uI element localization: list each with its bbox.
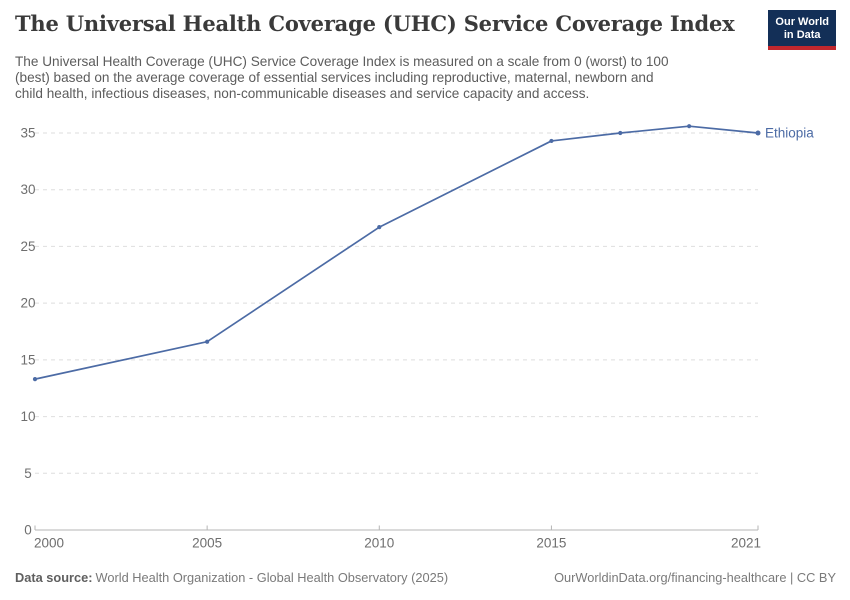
y-axis-tick-label: 35 [20,126,35,141]
chart-subtitle: The Universal Health Coverage (UHC) Serv… [15,54,669,103]
x-axis-tick-label: 2021 [731,536,761,551]
data-point-2017[interactable] [618,130,623,136]
series-line-ethiopia[interactable] [34,125,759,380]
data-point-2010[interactable] [377,225,382,230]
data-point-2019[interactable] [687,124,692,129]
data-point-2021[interactable] [755,130,761,136]
x-axis-tick-label: 2000 [34,536,64,551]
y-axis-tick-label: 10 [20,409,35,424]
owid-logo[interactable]: Our World in Data [768,10,836,50]
subtitle-line: (best) based on the average coverage of … [15,70,654,86]
owid-logo-line2: in Data [783,28,821,41]
x-axis-tick-label: 2010 [364,536,394,551]
x-axis-tick-label: 2015 [536,536,566,551]
data-source-text: World Health Organization - Global Healt… [95,570,449,585]
data-source-label: Data source: [15,570,93,585]
data-source-note: Data source: World Health Organization - … [15,570,448,585]
y-axis-tick-label: 25 [20,239,35,254]
data-point-2015[interactable] [549,138,554,144]
y-axis-tick-label: 0 [24,523,32,538]
y-axis-tick-label: 20 [20,296,35,311]
owid-logo-line1: Our World [775,16,829,28]
y-axis-tick-label: 30 [20,182,35,197]
y-axis-tick-label: 5 [24,466,32,481]
page-title: The Universal Health Coverage (UHC) Serv… [15,11,735,36]
entity-label-ethiopia[interactable]: Ethiopia [765,126,814,141]
data-point-2005[interactable] [205,339,210,344]
owid-license-link[interactable]: OurWorldinData.org/financing-healthcare … [554,570,836,585]
x-axis-tick-label: 2005 [192,536,222,551]
data-point-2000[interactable] [32,377,38,382]
subtitle-line: child health, infectious diseases, non-c… [15,86,590,102]
subtitle-line: The Universal Health Coverage (UHC) Serv… [15,54,669,69]
y-axis-tick-label: 15 [20,352,35,367]
